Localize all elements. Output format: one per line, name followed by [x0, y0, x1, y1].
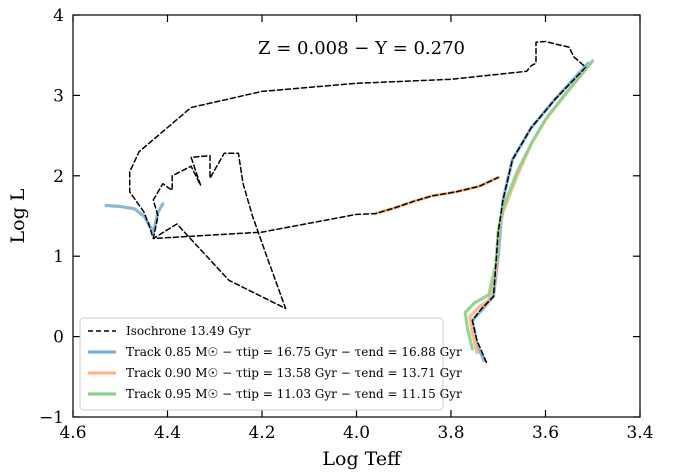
y-tick-label: −1	[39, 408, 64, 428]
y-tick-label: 0	[53, 328, 64, 348]
y-tick-label: 1	[53, 247, 64, 267]
legend: Isochrone 13.49 Gyr Track 0.85 M☉ − τtip …	[79, 317, 462, 411]
legend-box	[79, 317, 444, 411]
x-tick-label: 4.4	[154, 423, 181, 443]
x-axis-label: Log Teff	[322, 448, 402, 470]
chart-annotation: Z = 0.008 − Y = 0.270	[258, 38, 465, 59]
legend-label: Isochrone 13.49 Gyr	[126, 324, 251, 338]
track-line	[104, 202, 165, 234]
x-tick-label: 4.0	[343, 423, 370, 443]
x-tick-label: 4.2	[248, 423, 275, 443]
axis-ticks: 4.6 4.4 4.2 4.0 3.8 3.6 3.4 4 3 2 1 0 −1	[39, 6, 654, 443]
track-line	[468, 61, 592, 355]
legend-label: Track 0.95 M☉ − τtip = 11.03 Gyr − τend …	[126, 387, 462, 401]
y-tick-label: 3	[53, 86, 64, 106]
x-tick-label: 3.8	[437, 423, 464, 443]
isochrone-line	[128, 40, 587, 364]
legend-label: Track 0.90 M☉ − τtip = 13.58 Gyr − τend …	[126, 366, 462, 380]
y-axis-label: Log L	[7, 188, 29, 243]
y-tick-label: 2	[53, 167, 64, 187]
legend-label: Track 0.85 M☉ − τtip = 16.75 Gyr − τend …	[126, 345, 462, 359]
x-tick-label: 4.6	[59, 423, 86, 443]
x-tick-label: 3.6	[532, 423, 559, 443]
plot-area	[104, 40, 595, 364]
track-line	[470, 61, 590, 363]
y-tick-label: 4	[53, 6, 64, 26]
x-tick-label: 3.4	[626, 423, 653, 443]
